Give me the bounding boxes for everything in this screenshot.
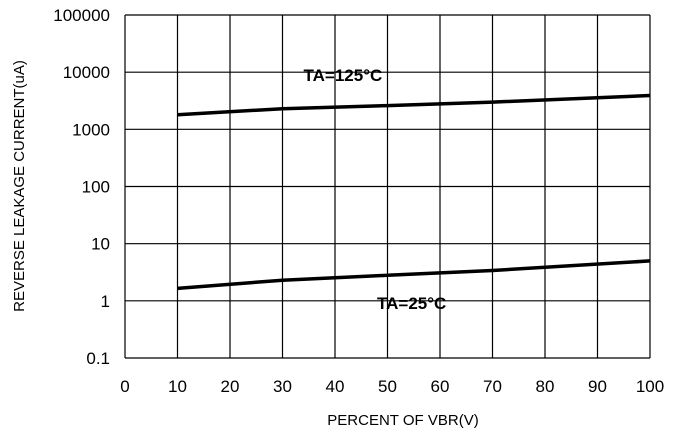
x-tick-label: 100 xyxy=(636,377,664,396)
x-tick-label: 60 xyxy=(431,377,450,396)
x-tick-label: 0 xyxy=(120,377,129,396)
series-lines xyxy=(178,96,651,289)
y-tick-label: 10000 xyxy=(63,63,110,82)
tick-labels: 0 10 20 30 40 50 60 70 80 90 100100000100001000100… xyxy=(53,6,664,396)
x-tick-label: 10 xyxy=(168,377,187,396)
x-tick-label: 30 xyxy=(273,377,292,396)
x-tick-label: 90 xyxy=(588,377,607,396)
y-tick-label: 1000 xyxy=(72,120,110,139)
series-line xyxy=(178,96,651,115)
y-tick-label: 10 xyxy=(91,235,110,254)
y-tick-label: 100000 xyxy=(53,6,110,25)
x-axis-label: PERCENT OF VBR(V) xyxy=(327,412,478,429)
y-tick-label: 100 xyxy=(82,178,110,197)
series-label: TA=125°C xyxy=(304,66,383,85)
x-tick-label: 70 xyxy=(483,377,502,396)
x-tick-label: 80 xyxy=(536,377,555,396)
y-tick-label: 1 xyxy=(101,292,110,311)
series-label: TA=25°C xyxy=(377,294,446,313)
y-axis-label: REVERSE LEAKAGE CURRENT(uA) xyxy=(11,60,28,312)
series-line xyxy=(178,261,651,289)
x-tick-label: 50 xyxy=(378,377,397,396)
y-tick-label: 0.1 xyxy=(86,349,110,368)
x-tick-label: 20 xyxy=(221,377,240,396)
x-tick-label: 40 xyxy=(326,377,345,396)
